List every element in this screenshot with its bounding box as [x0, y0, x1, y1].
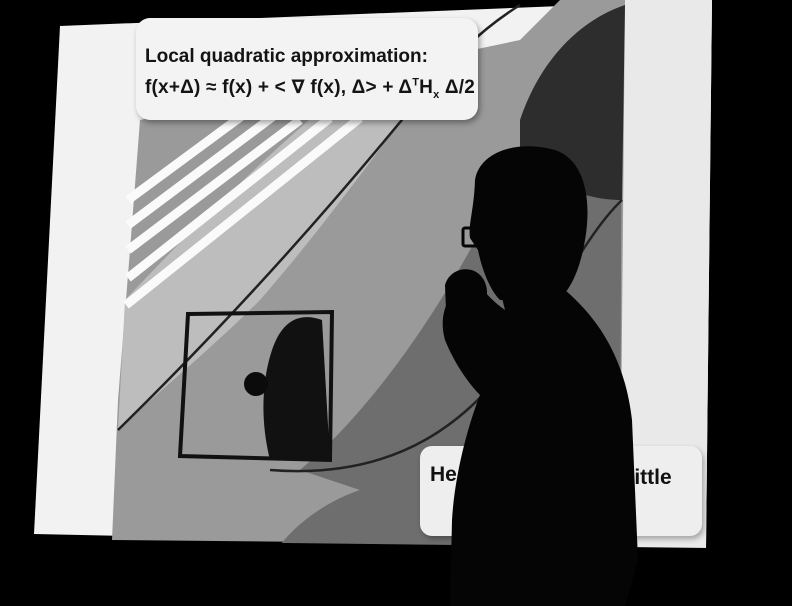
- person-body: [442, 282, 638, 606]
- person-head: [469, 146, 588, 300]
- contour-dark-blob: [263, 317, 330, 460]
- screen-right-margin: [615, 0, 712, 548]
- formula-subscript: x: [433, 88, 440, 101]
- formula-main: f(x+Δ) ≈ f(x) + < ∇ f(x), Δ> + Δ: [145, 77, 413, 98]
- contour-band-light: [118, 30, 470, 430]
- formula-hessian: H: [419, 77, 434, 98]
- slide-title: Local quadratic approximation:: [145, 46, 428, 67]
- approximation-square: [177, 309, 335, 463]
- quadratic-formula: f(x+Δ) ≈ f(x) + < ∇ f(x), Δ> + ΔTHx Δ/2: [145, 76, 475, 101]
- glasses-icon: [461, 226, 483, 248]
- formula-end: Δ/2: [439, 77, 476, 98]
- person-hand: [445, 269, 487, 332]
- contour-lines: [123, 106, 363, 309]
- formula-callout: [136, 18, 478, 120]
- current-point-marker: [244, 372, 268, 396]
- formula-transpose: T: [412, 76, 420, 89]
